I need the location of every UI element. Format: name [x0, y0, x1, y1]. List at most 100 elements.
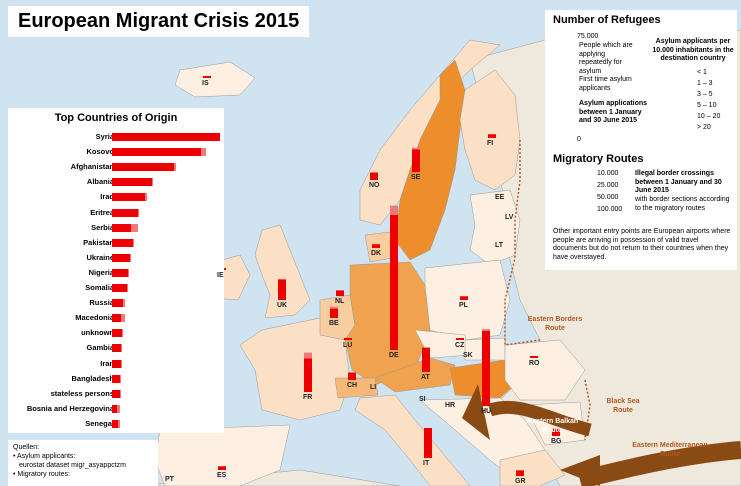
- country-code-label: NL: [335, 298, 345, 305]
- origin-repeat-bar: [120, 359, 122, 368]
- origin-first-time-bar: [112, 133, 220, 141]
- origin-row: Afghanistan: [8, 160, 224, 174]
- country-greece: [499, 449, 566, 486]
- western-balkan-route-arrow: [487, 400, 592, 437]
- origin-label: unknown: [81, 328, 114, 338]
- origin-repeat-bar: [132, 238, 134, 247]
- eastern-border-line: [504, 140, 541, 346]
- origin-first-time-bar: [112, 314, 121, 323]
- country-code-label: CH: [347, 382, 358, 389]
- country-first-time-bar: [530, 356, 538, 358]
- origin-label: Ukraine: [86, 252, 114, 262]
- country-code-label: CZ: [455, 342, 465, 349]
- map-title: European Migrant Crisis 2015: [18, 10, 300, 32]
- country-iceland: [174, 61, 256, 98]
- origin-row: Gambia: [8, 341, 224, 355]
- country-code-label: LI: [370, 384, 377, 391]
- country-code-label: FI: [487, 140, 494, 147]
- origin-first-time-bar: [112, 268, 129, 277]
- sources-line2: eurostat dataset migr_asyappctzm: [19, 462, 126, 469]
- country-code-label: DE: [389, 352, 399, 359]
- origin-row: Syria: [8, 130, 224, 144]
- origin-label: Pakistan: [83, 237, 114, 247]
- origin-repeat-bar: [173, 163, 176, 172]
- country-first-time-bar: [372, 244, 380, 248]
- origin-first-time-bar: [112, 253, 131, 262]
- origin-row: Albania: [8, 175, 224, 189]
- country-code-label: AT: [421, 374, 430, 381]
- legend-route-value: 100.000: [597, 206, 623, 213]
- country-code-label: BG: [551, 438, 562, 445]
- country-code-label: SI: [419, 396, 426, 403]
- origin-first-time-bar: [112, 178, 152, 187]
- origin-first-time-bar: [112, 389, 120, 398]
- origin-repeat-bar: [137, 208, 139, 217]
- sources-heading: Quellen:: [13, 444, 40, 451]
- origin-first-time-bar: [112, 163, 174, 172]
- origin-repeat-bar: [120, 344, 122, 353]
- origin-row: Ukraine: [8, 251, 224, 265]
- country-code-label: LV: [505, 214, 514, 221]
- origin-repeat-bar: [131, 223, 138, 232]
- origin-repeat-bar: [130, 253, 132, 262]
- country-code-label: NO: [369, 182, 380, 189]
- legend-repeat-text: People which are applying repeatedly for…: [579, 42, 633, 75]
- origin-label: Somalia: [85, 283, 114, 292]
- origin-first-time-bar: [112, 299, 123, 308]
- origin-label: Bangladesh: [71, 373, 114, 383]
- country-first-time-bar: [304, 358, 312, 392]
- legend-class-label: < 1: [697, 69, 707, 76]
- legend-route-value: 10.000: [597, 170, 619, 177]
- origin-first-time-bar: [112, 344, 121, 353]
- country-code-label: PL: [459, 302, 468, 309]
- country-first-time-bar: [336, 290, 344, 296]
- origin-label: Macedonia: [75, 313, 114, 323]
- legend-class-label: 5 – 10: [697, 102, 717, 109]
- origin-first-time-bar: [112, 238, 133, 247]
- country-code-label: SK: [463, 352, 473, 359]
- origin-row: Eritrea: [8, 206, 224, 220]
- legend-class-label: 1 – 3: [697, 80, 713, 87]
- country-code-label: FR: [303, 394, 313, 401]
- origin-label: Iraq: [100, 192, 114, 202]
- country-first-time-bar: [370, 172, 378, 180]
- country-first-time-bar: [330, 308, 338, 318]
- eastern-med-route-label: Eastern Mediterranean Route: [632, 442, 708, 458]
- origin-repeat-bar: [119, 389, 121, 398]
- origin-row: Bosnia and Herzegovina: [8, 402, 224, 416]
- sources-line1: • Asylum applicants:: [13, 453, 76, 460]
- country-uk: [254, 224, 311, 319]
- origin-first-time-bar: [112, 148, 201, 157]
- country-repeat-bar: [482, 329, 490, 331]
- origin-label: Albania: [86, 177, 114, 187]
- origin-repeat-bar: [118, 419, 120, 428]
- legend-scale-top: 75.000: [577, 33, 599, 40]
- origin-repeat-bar: [117, 404, 120, 413]
- origin-repeat-bar: [128, 268, 130, 277]
- country-repeat-bar: [304, 352, 312, 359]
- country-first-time-bar: [552, 428, 560, 436]
- origin-row: Serbia: [8, 221, 224, 235]
- origin-row: unknown: [8, 326, 224, 340]
- sources-box: Quellen: • Asylum applicants: eurostat d…: [8, 440, 158, 486]
- origin-row: stateless persons: [8, 387, 224, 401]
- origin-repeat-bar: [200, 148, 206, 157]
- origin-first-time-bar: [112, 208, 138, 217]
- country-first-time-bar: [456, 338, 464, 340]
- origin-row: Somalia: [8, 281, 224, 295]
- country-bars: [203, 76, 560, 476]
- origin-label: Bosnia and Herzegovina: [26, 403, 114, 413]
- country-first-time-bar: [203, 76, 211, 78]
- country-code-label: UK: [277, 302, 288, 309]
- legend-routes-title: Migratory Routes: [553, 153, 644, 165]
- country-code-label: IS: [202, 80, 209, 87]
- origin-label: Russia: [89, 298, 114, 308]
- origin-repeat-bar: [121, 329, 123, 338]
- origin-label: Gambia: [86, 343, 114, 353]
- country-code-label: ES: [217, 472, 227, 479]
- eastern-med-arrow-head: [560, 455, 600, 486]
- origin-first-time-bar: [112, 223, 132, 232]
- country-repeat-bar: [412, 147, 420, 150]
- origin-repeat-bar: [119, 374, 121, 383]
